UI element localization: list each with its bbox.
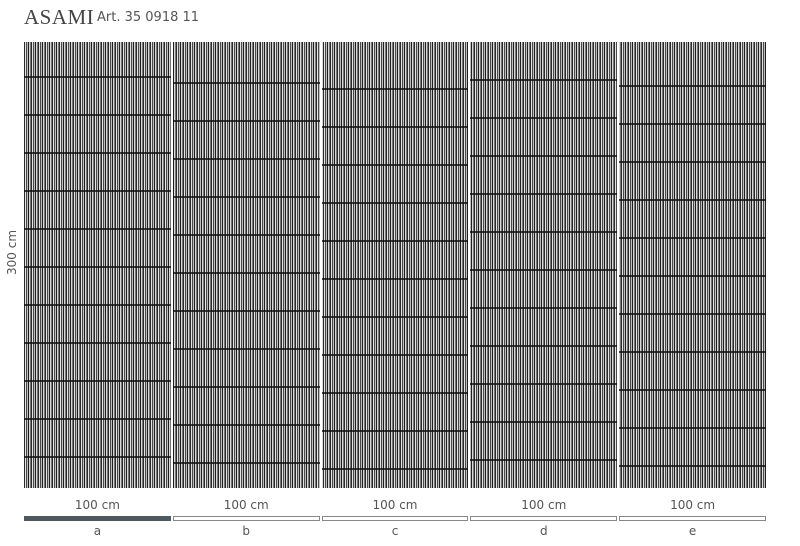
width-label: 100 cm (670, 498, 716, 512)
width-label: 100 cm (223, 498, 269, 512)
product-name: ASAMI (24, 5, 95, 29)
width-label: 100 cm (372, 498, 418, 512)
panel-segment-c[interactable]: 100 cm c (321, 498, 469, 538)
panel-segment-e[interactable]: 100 cm e (619, 498, 766, 538)
article-number: Art. 35 0918 11 (97, 10, 200, 25)
height-label: 300 cm (5, 229, 19, 275)
panel-segment-b[interactable]: 100 cm b (172, 498, 320, 538)
width-label: 100 cm (74, 498, 120, 512)
panel-bar (172, 516, 320, 521)
panel-b[interactable] (172, 42, 320, 488)
panel-letter: b (242, 524, 250, 538)
panel-segment-d[interactable]: 100 cm d (470, 498, 618, 538)
panel-c[interactable] (321, 42, 469, 488)
panel-d[interactable] (470, 42, 618, 488)
wallpaper-preview (24, 42, 766, 488)
panel-bar (321, 516, 469, 521)
panel-e[interactable] (619, 42, 766, 488)
panel-letter: a (93, 524, 102, 538)
panel-bar (470, 516, 618, 521)
panel-letter: d (539, 524, 548, 538)
height-dimension: 300 cm (5, 230, 19, 275)
panel-a[interactable] (24, 42, 171, 488)
width-label: 100 cm (521, 498, 567, 512)
panel-letter: e (688, 524, 697, 538)
panel-segment-a[interactable]: 100 cm a (24, 498, 171, 538)
panel-letter: c (391, 524, 399, 538)
panel-scale: 100 cm a 100 cm b 100 cm c 100 cm d 100 … (24, 498, 766, 538)
panel-bar (619, 516, 766, 521)
panel-bar (24, 516, 171, 521)
